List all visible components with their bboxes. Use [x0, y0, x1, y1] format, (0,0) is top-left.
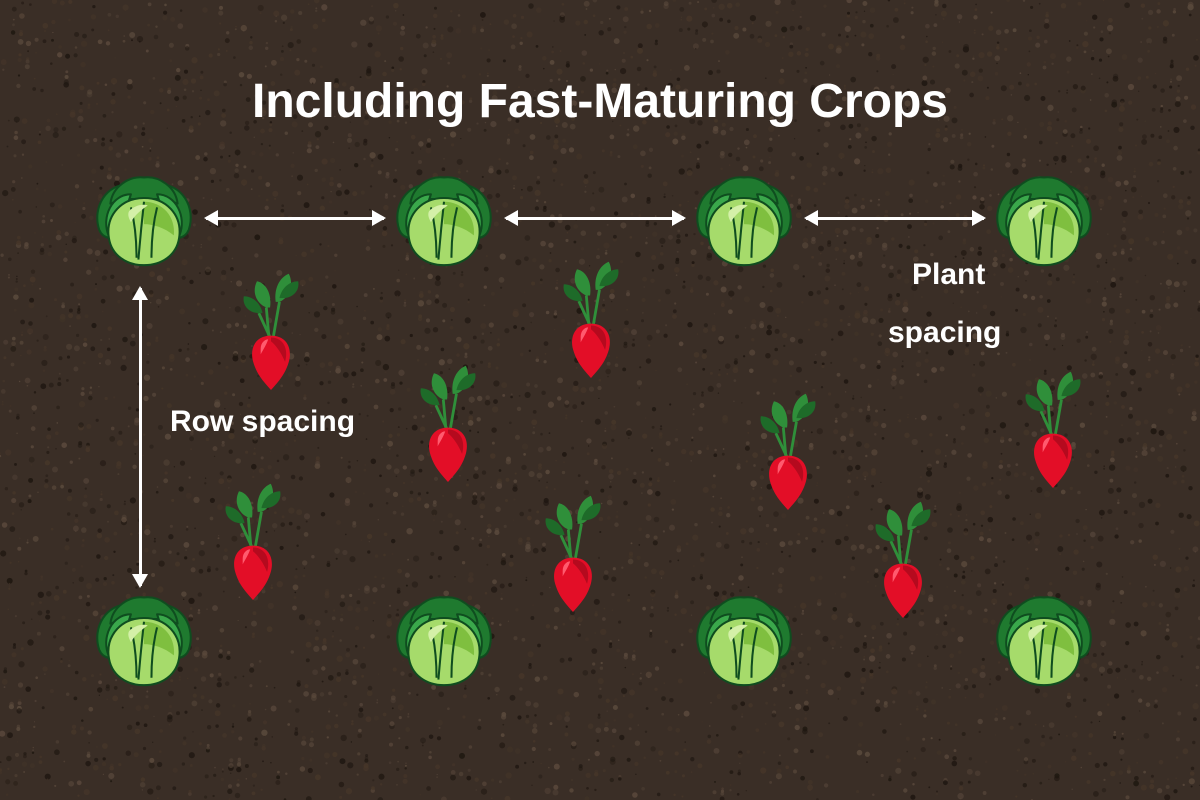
radish-icon	[220, 480, 286, 605]
cabbage-icon	[388, 170, 500, 276]
radish-icon	[558, 258, 624, 383]
radish-icon	[870, 498, 936, 623]
cabbage-icon	[88, 590, 200, 696]
plant-spacing-label-line2: spacing	[888, 316, 1001, 350]
plant-spacing-label-line1: Plant	[912, 258, 985, 292]
radish-icon	[1020, 368, 1086, 493]
cabbage-icon	[988, 170, 1100, 276]
cabbage-icon	[388, 590, 500, 696]
cabbage-icon	[988, 590, 1100, 696]
cabbage-icon	[88, 170, 200, 276]
cabbage-icon	[688, 590, 800, 696]
radish-icon	[238, 270, 304, 395]
cabbage-icon	[688, 170, 800, 276]
radish-icon	[540, 492, 606, 617]
radish-icon	[755, 390, 821, 515]
radish-icon	[415, 362, 481, 487]
page-title: Including Fast-Maturing Crops	[252, 74, 948, 129]
row-spacing-label: Row spacing	[170, 405, 355, 439]
